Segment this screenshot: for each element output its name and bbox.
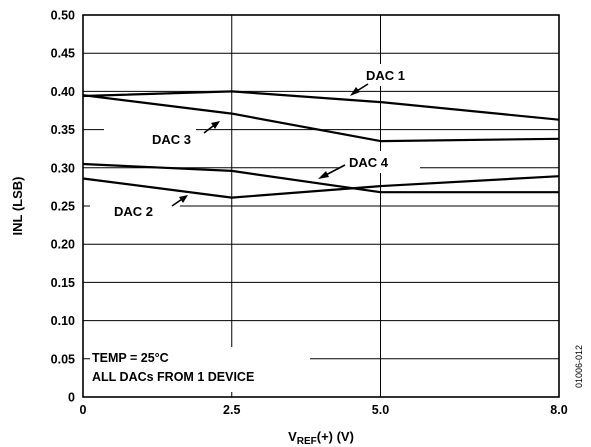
y-tick-label: 0.35 bbox=[51, 123, 75, 137]
series-layer bbox=[82, 90, 560, 199]
device-note: ALL DACs FROM 1 DEVICE bbox=[92, 370, 254, 384]
y-tick-label: 0 bbox=[68, 391, 75, 405]
series-label-dac-1: DAC 1 bbox=[350, 68, 405, 96]
series-label-dac-2: DAC 2 bbox=[114, 195, 188, 219]
series-line-dac-1 bbox=[82, 90, 560, 121]
series-label-dac-4: DAC 4 bbox=[318, 155, 389, 179]
series-line-dac-3 bbox=[82, 94, 560, 143]
series-line-dac-4 bbox=[82, 162, 559, 194]
label-knockouts bbox=[90, 64, 424, 392]
y-axis-label: INL (LSB) bbox=[10, 177, 25, 236]
arrow-head bbox=[211, 121, 220, 129]
y-tick-label: 0.20 bbox=[51, 238, 75, 252]
series-line-dac-2 bbox=[82, 175, 560, 199]
y-tick-label: 0.30 bbox=[51, 161, 75, 175]
y-tick-label: 0.10 bbox=[51, 314, 75, 328]
arrow-head bbox=[318, 171, 329, 179]
x-tick-labels: 0 2.5 5.0 8.0 bbox=[80, 403, 568, 417]
y-tick-label: 0.25 bbox=[51, 200, 75, 214]
y-tick-label: 0.50 bbox=[51, 9, 75, 23]
y-tick-label: 0.40 bbox=[51, 85, 75, 99]
series-label-text: DAC 3 bbox=[152, 132, 191, 147]
series-label-dac-3: DAC 3 bbox=[152, 121, 220, 147]
arrow-head bbox=[350, 87, 360, 96]
y-tick-labels: 0 0.05 0.10 0.15 0.20 0.25 0.30 0.35 0.40 0.45 0.5… bbox=[51, 9, 75, 405]
x-tick-label: 5.0 bbox=[372, 403, 389, 417]
x-tick-label: 2.5 bbox=[223, 403, 240, 417]
series-label-text: DAC 2 bbox=[114, 204, 153, 219]
arrow-head bbox=[179, 195, 188, 203]
temp-note: TEMP = 25°C bbox=[92, 351, 169, 365]
y-tick-label: 0.45 bbox=[51, 47, 75, 61]
x-tick-label: 0 bbox=[80, 403, 87, 417]
x-tick-label: 8.0 bbox=[550, 403, 567, 417]
plot-frame bbox=[82, 14, 560, 398]
y-tick-label: 0.05 bbox=[51, 352, 75, 366]
figure-id: 01006-012 bbox=[574, 345, 584, 388]
series-label-text: DAC 4 bbox=[349, 155, 389, 170]
x-axis-label: VREF(+) (V) bbox=[288, 429, 354, 447]
y-tick-label: 0.15 bbox=[51, 276, 75, 290]
series-label-text: DAC 1 bbox=[366, 68, 405, 83]
